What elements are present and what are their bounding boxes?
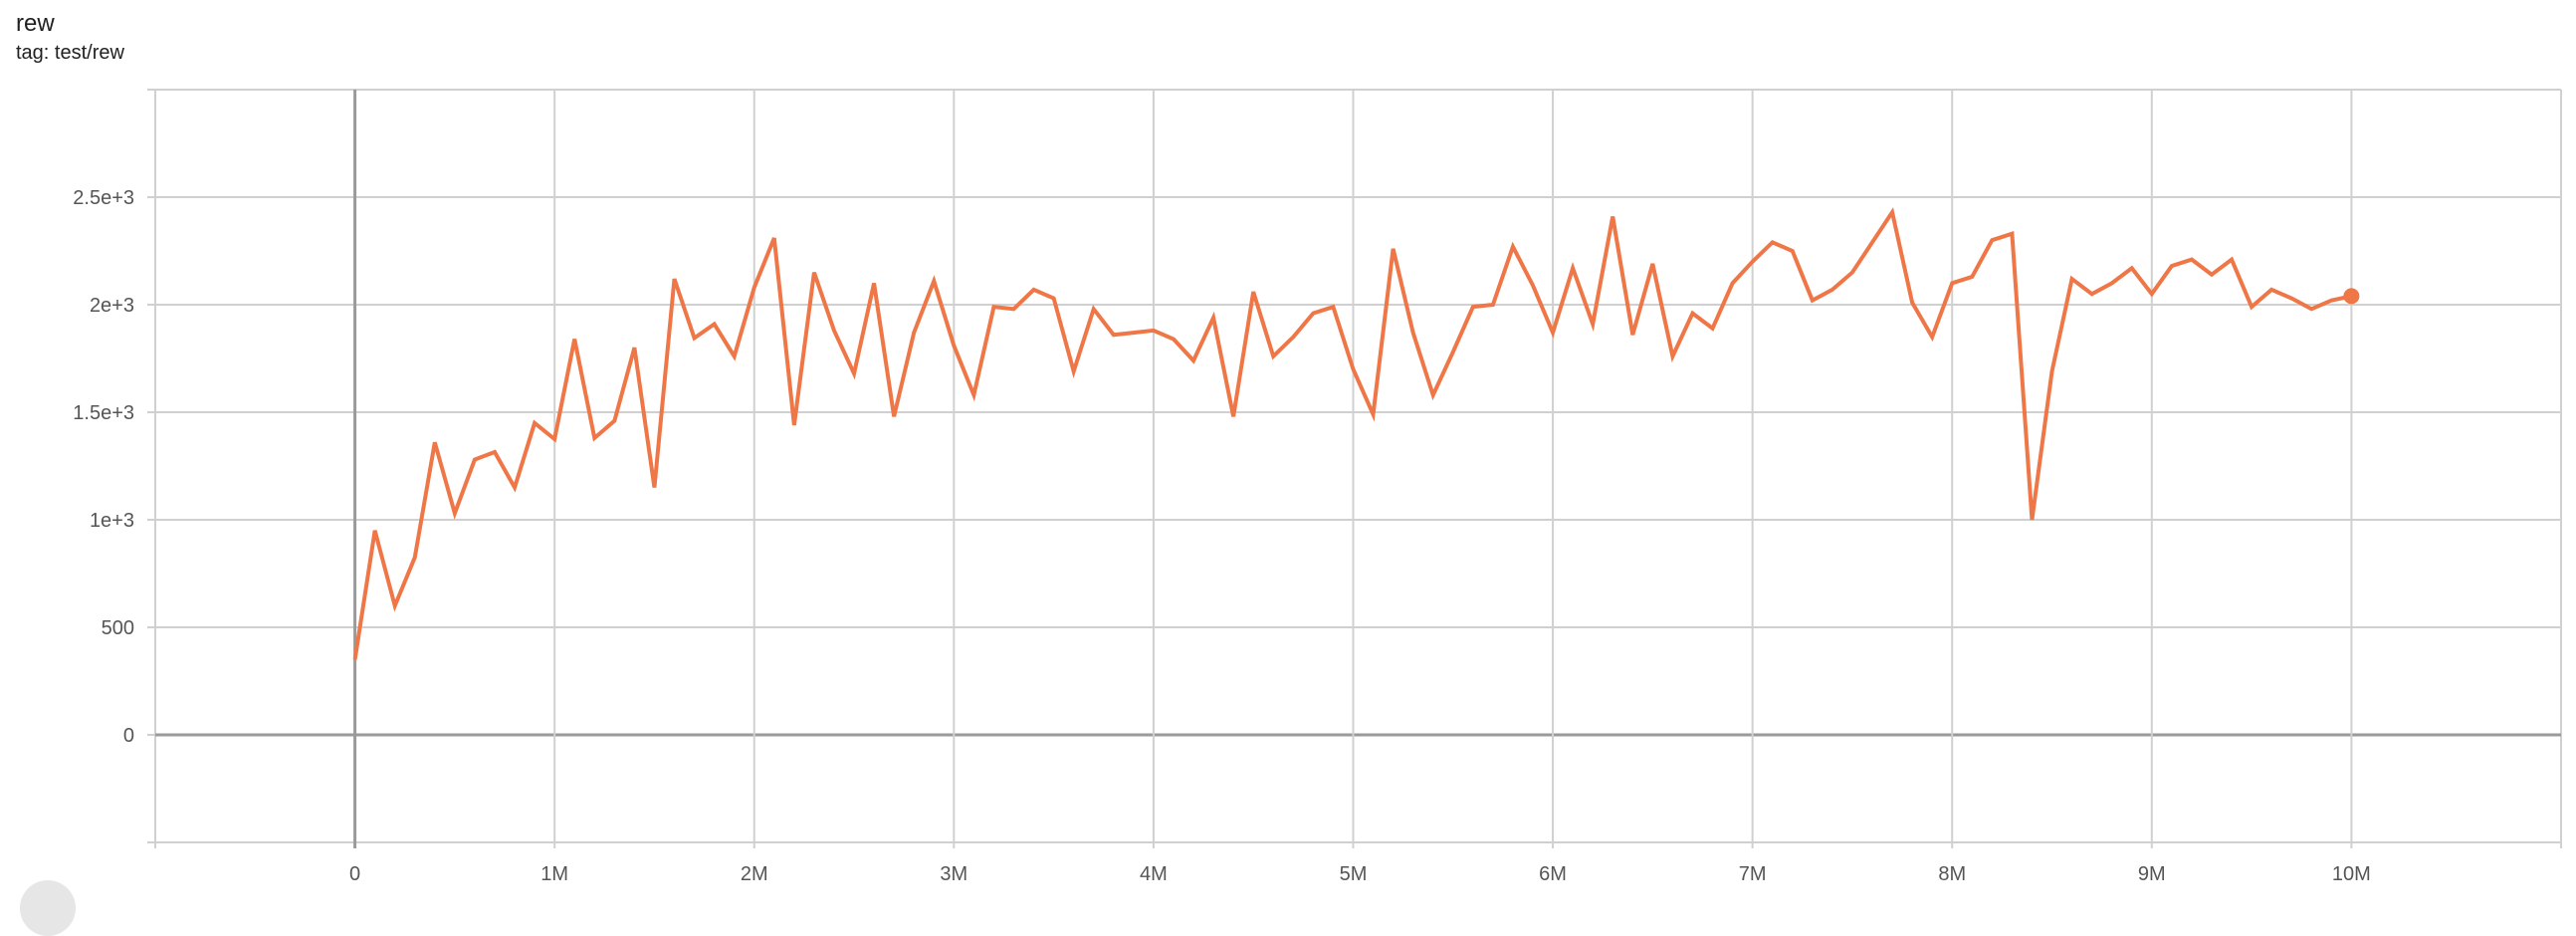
x-tick-label: 4M xyxy=(1140,863,1168,885)
x-tick-label: 3M xyxy=(940,863,967,885)
last-point-marker[interactable] xyxy=(2343,288,2360,305)
y-tick-label: 1.5e+3 xyxy=(73,402,134,424)
y-tick-label: 2.5e+3 xyxy=(73,187,134,209)
chart-title: rew xyxy=(16,10,55,37)
x-tick-label: 6M xyxy=(1539,863,1567,885)
series-line[interactable] xyxy=(352,207,2352,660)
x-tick-label: 2M xyxy=(741,863,768,885)
x-tick-label: 0 xyxy=(349,863,360,885)
y-tick-label: 1e+3 xyxy=(90,510,134,532)
y-tick-label: 0 xyxy=(123,725,134,747)
line-chart[interactable]: 0 500 1e+3 1.5e+3 2e+3 2.5e+3 0 1M 2M 3M 4M 5M 6M 7M 8… xyxy=(0,0,2576,896)
x-tick-label: 7M xyxy=(1739,863,1767,885)
y-tick-label: 2e+3 xyxy=(90,295,134,317)
x-tick-label: 9M xyxy=(2138,863,2166,885)
toggle-button[interactable] xyxy=(20,880,76,936)
x-tick-label: 8M xyxy=(1938,863,1966,885)
y-tick-label: 500 xyxy=(102,617,134,639)
chart-tag: tag: test/rew xyxy=(16,42,124,64)
x-tick-label: 5M xyxy=(1340,863,1368,885)
x-tick-label: 1M xyxy=(540,863,568,885)
x-tick-label: 10M xyxy=(2332,863,2371,885)
